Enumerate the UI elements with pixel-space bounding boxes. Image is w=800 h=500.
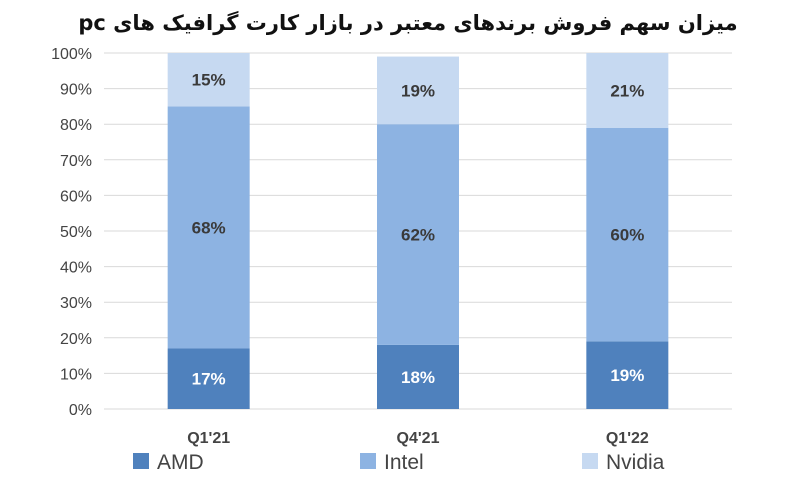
bar-segment-amd — [377, 344, 459, 409]
legend-label: Intel — [384, 451, 424, 474]
legend-label: AMD — [157, 451, 204, 474]
data-label: 60% — [610, 226, 644, 245]
bar-segment-nvidia — [377, 56, 459, 125]
data-label: 18% — [401, 368, 435, 387]
data-label: 62% — [401, 226, 435, 245]
legend-swatch — [360, 453, 376, 469]
legend-swatch — [133, 453, 149, 469]
data-label: 17% — [192, 370, 226, 389]
y-axis: 0% 10% 20% 30% 40% 50% 60% 70% 80% 90% 100% — [51, 46, 92, 419]
y-tick-label: 0% — [69, 402, 92, 419]
bar-segment-intel — [586, 127, 669, 342]
y-tick-label: 70% — [60, 153, 92, 170]
y-tick-label: 20% — [60, 331, 92, 348]
x-tick-label: Q4'21 — [397, 430, 440, 447]
y-tick-label: 100% — [51, 46, 92, 63]
y-tick-label: 80% — [60, 117, 92, 134]
data-label: 19% — [610, 366, 644, 385]
y-tick-label: 60% — [60, 188, 92, 205]
bar-segment-nvidia — [167, 53, 250, 107]
data-label: 68% — [192, 218, 226, 237]
bars: 17% 68% 15% 18% 62% 19% 19% 60% 21% — [167, 53, 669, 409]
legend: AMD Intel Nvidia — [133, 451, 665, 474]
data-label: 19% — [401, 81, 435, 100]
legend-swatch — [582, 453, 598, 469]
y-tick-label: 40% — [60, 260, 92, 277]
bar-segment-intel — [377, 124, 459, 345]
legend-label: Nvidia — [606, 451, 665, 474]
y-tick-label: 50% — [60, 224, 92, 241]
bar-segment-nvidia — [586, 53, 669, 128]
y-tick-label: 90% — [60, 82, 92, 99]
data-label: 21% — [610, 81, 644, 100]
bar-segment-amd — [586, 341, 669, 409]
y-tick-label: 10% — [60, 366, 92, 383]
bar-segment-amd — [167, 348, 250, 409]
chart-title: میزان سهم فروش برندهای معتبر در بازار کا… — [78, 10, 737, 35]
x-tick-label: Q1'21 — [187, 430, 230, 447]
bar-segment-intel — [167, 106, 250, 349]
x-tick-label: Q1'22 — [606, 430, 649, 447]
x-axis: Q1'21 Q4'21 Q1'22 — [187, 430, 649, 447]
y-tick-label: 30% — [60, 295, 92, 312]
data-label: 15% — [192, 71, 226, 90]
